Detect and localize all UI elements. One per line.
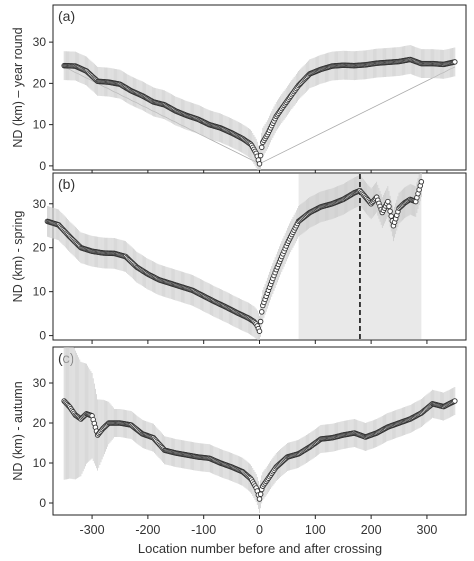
y-tick-label: 20: [33, 76, 47, 90]
y-tick-label: 10: [33, 285, 47, 299]
x-tick-label: -200: [135, 523, 160, 537]
data-point: [257, 318, 264, 325]
data-point: [258, 144, 265, 151]
y-tick-label: 30: [33, 376, 47, 390]
guide-line: [259, 66, 456, 165]
data-point: [385, 198, 391, 205]
data-point: [257, 152, 264, 159]
data-point: [388, 213, 394, 219]
y-axis-label: ND (km) - autumn: [11, 381, 25, 480]
shared-x-axis: -300 -200 -100 0 100 200 300: [80, 523, 438, 537]
y-tick-label: 0: [39, 159, 46, 173]
panel-spring: (b) ND (km) - spring 0 10 20 30: [11, 172, 467, 344]
data-point: [418, 179, 425, 185]
panel-label: (a): [58, 8, 75, 24]
data-point: [257, 491, 264, 497]
y-tick-label: 20: [33, 416, 47, 430]
y-tick-label: 10: [33, 118, 47, 132]
data-point: [452, 398, 458, 404]
x-tick-label: 300: [417, 523, 438, 537]
panel-label: (b): [58, 176, 75, 192]
plot-frame: [52, 4, 467, 171]
y-tick-label: 30: [33, 35, 47, 49]
x-tick-label: 100: [305, 523, 326, 537]
data-point: [387, 208, 393, 214]
y-tick-label: 20: [33, 241, 47, 255]
data-point: [452, 59, 458, 65]
x-axis-label: Location number before and after crossin…: [138, 541, 382, 556]
data-point: [386, 203, 392, 210]
panel-year-round: (a) ND (km) – year round 0 10 20 30: [11, 4, 467, 174]
y-tick-label: 0: [39, 329, 46, 343]
x-tick-label: 200: [361, 523, 382, 537]
x-tick-label: -300: [80, 523, 105, 537]
y-tick-label: 0: [39, 496, 46, 510]
x-tick-label: 0: [256, 523, 263, 537]
y-axis-label: ND (km) – year round: [11, 27, 25, 147]
y-tick-label: 10: [33, 456, 47, 470]
data-point: [256, 328, 263, 334]
data-point: [256, 161, 263, 167]
x-tick-label: -100: [191, 523, 216, 537]
data-point: [256, 496, 263, 502]
data-point: [258, 309, 265, 315]
y-tick-label: 30: [33, 197, 47, 211]
y-axis-label: ND (km) - spring: [11, 211, 25, 303]
